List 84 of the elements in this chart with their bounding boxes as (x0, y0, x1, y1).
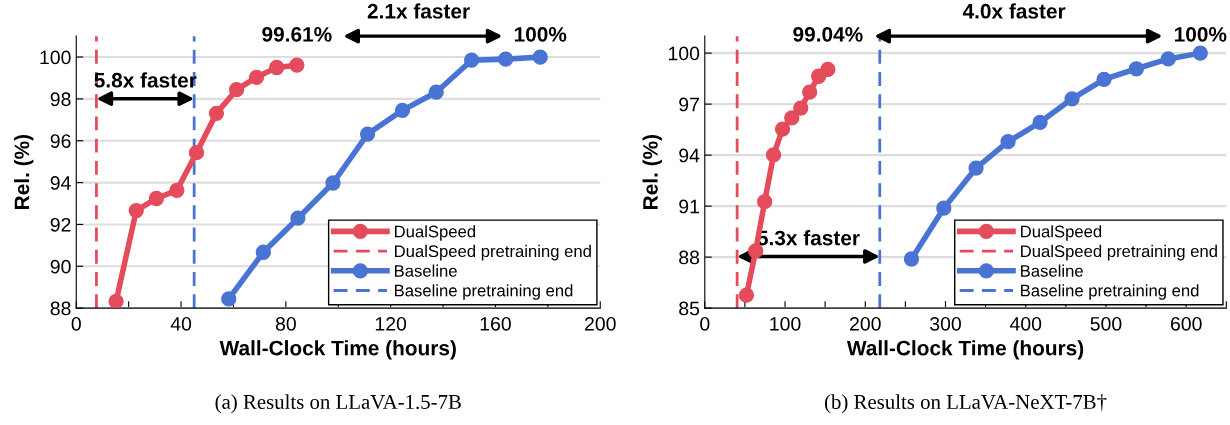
annotation: 99.04% (793, 26, 863, 42)
text: (a) Results on LLaVA-1.5-7B (215, 394, 461, 414)
x-tick-label: 120 (375, 316, 407, 331)
y-tick-label: 85 (679, 301, 700, 316)
point (1128, 61, 1145, 77)
text: 4.0x faster (962, 3, 1066, 19)
y-tick-label: 98 (50, 92, 71, 107)
legend-label: Baseline pretraining end (395, 284, 573, 300)
point (820, 61, 836, 78)
y-tick-label: 88 (50, 301, 71, 316)
y-tick-label: 94 (679, 148, 700, 163)
point (1160, 51, 1176, 67)
x-tick-label: 0 (700, 316, 710, 331)
y-axis-title: Rel. (%) (13, 134, 34, 209)
point (757, 194, 773, 210)
y-tick-label: 100 (668, 46, 700, 61)
x-axis-title: Wall-Clock Time (hours) (219, 340, 456, 360)
legend-label: DualSpeed (1021, 225, 1102, 241)
y-tick-label: 94 (50, 176, 71, 190)
point (269, 59, 285, 76)
point (108, 293, 124, 309)
point (188, 145, 205, 161)
point (765, 147, 782, 163)
point (968, 160, 984, 176)
x-axis-title: Wall-Clock Time (hours) (846, 340, 1084, 360)
x-tick-label: 200 (850, 316, 881, 331)
text: 2.1x faster (367, 3, 470, 19)
point (148, 190, 165, 207)
point (498, 51, 514, 67)
point (1064, 91, 1080, 107)
x-tick-label: 160 (480, 316, 511, 331)
annotation: 100% (1174, 26, 1227, 42)
point (289, 57, 305, 73)
point (774, 121, 791, 137)
x-tick-label: 400 (1009, 316, 1042, 331)
y-tick-label: 100 (40, 50, 71, 65)
point (936, 200, 952, 216)
point (290, 210, 306, 226)
x-tick-label: 500 (1090, 316, 1122, 331)
legend-label: Baseline (395, 264, 457, 277)
y-tick-label: 92 (50, 217, 71, 232)
point (394, 102, 411, 119)
point (208, 105, 225, 121)
legend-label: Baseline pretraining end (1021, 284, 1199, 300)
point (802, 84, 818, 100)
x-tick-label: 0 (71, 316, 81, 331)
legend-label: DualSpeed pretraining end (395, 244, 591, 261)
annotation: 100% (514, 26, 567, 42)
point (359, 126, 376, 142)
point (169, 182, 185, 198)
point (1096, 71, 1112, 87)
x-tick-label: 300 (930, 316, 961, 331)
x-tick-label: 40 (170, 316, 192, 331)
point (1000, 134, 1016, 150)
legend-label: Baseline (1021, 264, 1083, 277)
point (463, 52, 480, 68)
y-tick-label: 91 (679, 199, 699, 214)
point (903, 251, 920, 267)
y-axis-title: Rel. (%) (642, 134, 662, 209)
point (255, 244, 271, 260)
text: (b) Results on LLaVA-NeXT-7B† (824, 394, 1107, 414)
y-tick-label: 90 (50, 259, 71, 274)
point (248, 69, 265, 85)
point (1192, 45, 1208, 61)
y-tick-label: 96 (50, 134, 71, 148)
point (532, 49, 548, 65)
y-tick-label: 97 (679, 97, 699, 112)
x-tick-label: 200 (585, 316, 616, 331)
annotation: 99.61% (262, 26, 332, 42)
x-tick-label: 100 (770, 316, 801, 331)
point (228, 82, 245, 98)
x-tick-label: 80 (275, 316, 296, 331)
point (738, 287, 755, 303)
x-tick-label: 600 (1170, 316, 1202, 331)
y-tick-label: 88 (679, 250, 700, 265)
point (128, 202, 144, 219)
point (784, 110, 800, 126)
point (1032, 114, 1048, 130)
point (793, 100, 809, 116)
point (428, 84, 444, 100)
point (221, 291, 237, 307)
legend-label: DualSpeed pretraining end (1021, 244, 1217, 261)
point (325, 175, 341, 191)
legend-label: DualSpeed (395, 225, 476, 241)
